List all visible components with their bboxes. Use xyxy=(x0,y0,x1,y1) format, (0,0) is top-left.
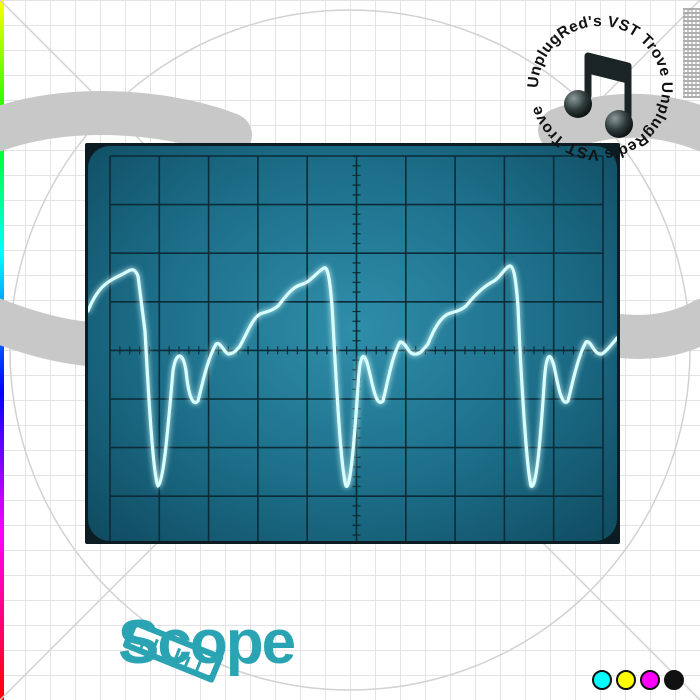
cmyk-dot xyxy=(664,670,684,690)
cmyk-dot xyxy=(640,670,660,690)
scope-graph xyxy=(88,155,617,541)
music-note-icon xyxy=(564,52,633,138)
badge-text: UnplugRed's VST Trove UnplugRed's VST Tr… xyxy=(525,13,675,163)
corner-pattern xyxy=(683,8,700,98)
cmyk-swatches xyxy=(592,670,684,690)
crt-screen xyxy=(88,146,617,541)
cmyk-dot xyxy=(592,670,612,690)
app-title: Scope xyxy=(118,608,296,677)
waveform-trace xyxy=(88,264,617,488)
rainbow-strip xyxy=(0,0,4,700)
oscilloscope-display xyxy=(85,143,620,544)
ruler-icon xyxy=(123,619,224,683)
vst-trove-badge: UnplugRed's VST Trove UnplugRed's VST Tr… xyxy=(525,13,675,163)
cmyk-dot xyxy=(616,670,636,690)
